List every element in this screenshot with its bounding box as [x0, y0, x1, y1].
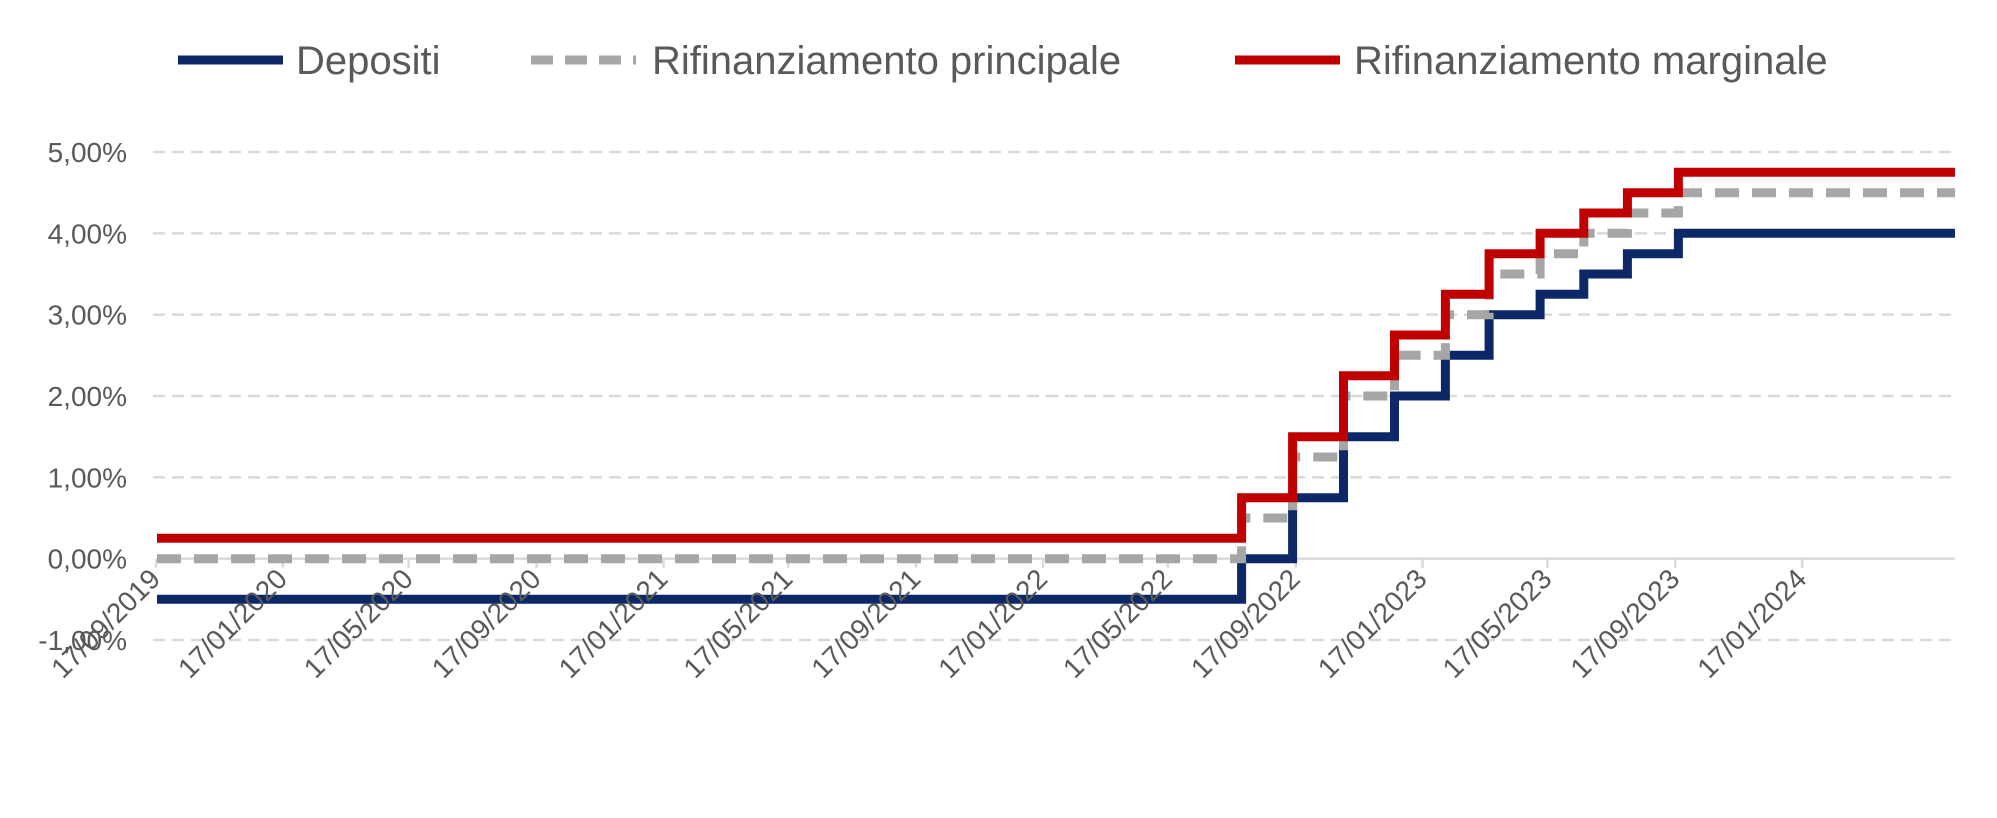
series-line-rifinanziamento-marginale [157, 167, 1955, 543]
series-line-depositi [157, 228, 1955, 604]
legend-label-depositi: Depositi [296, 39, 441, 83]
y-tick-label: 4,00% [48, 218, 127, 249]
x-tick-label: 17/01/2023 [1312, 563, 1433, 684]
x-tick-label: 17/09/2020 [426, 563, 547, 684]
y-tick-label: 5,00% [48, 137, 127, 168]
legend-label-rifinanziamento-marginale: Rifinanziamento marginale [1354, 39, 1828, 83]
x-tick-label: 17/09/2021 [805, 563, 926, 684]
x-tick-label: 17/05/2020 [298, 563, 419, 684]
x-tick-label: 17/05/2023 [1437, 563, 1558, 684]
series-line-rifinanziamento-principale [157, 188, 1955, 564]
x-tick-label: 17/05/2021 [677, 563, 798, 684]
legend-item-rifinanziamento-marginale: Rifinanziamento marginale [1235, 39, 1828, 83]
y-tick-label: -1,00% [38, 625, 127, 656]
y-tick-label: 3,00% [48, 300, 127, 331]
x-tick-label: 17/01/2021 [553, 563, 674, 684]
grid [153, 150, 1955, 642]
x-tick-label: 17/09/2019 [45, 563, 166, 684]
x-axis-labels: 17/09/2019 17/01/2020 17/05/2020 17/09/2020… [45, 563, 1812, 684]
y-tick-label: 2,00% [48, 381, 127, 412]
x-tick-label: 17/09/2023 [1564, 563, 1685, 684]
legend-item-rifinanziamento-principale: Rifinanziamento principale [531, 39, 1121, 83]
y-tick-label: 1,00% [48, 462, 127, 493]
x-tick-label: 17/01/2020 [172, 563, 293, 684]
x-tick-label: 17/01/2022 [932, 563, 1053, 684]
y-axis-labels: -1,00% 0,00% 1,00% 2,00% 3,00% 4,00% 5,00% [38, 137, 127, 656]
series [157, 167, 1955, 604]
legend: Depositi Rifinanziamento principale Rifi… [178, 39, 1828, 83]
legend-item-depositi: Depositi [178, 39, 441, 83]
x-tick-label: 17/01/2024 [1691, 563, 1812, 684]
x-tick-label: 17/05/2022 [1057, 563, 1178, 684]
y-tick-label: 0,00% [48, 544, 127, 575]
legend-label-rifinanziamento-principale: Rifinanziamento principale [652, 39, 1121, 83]
